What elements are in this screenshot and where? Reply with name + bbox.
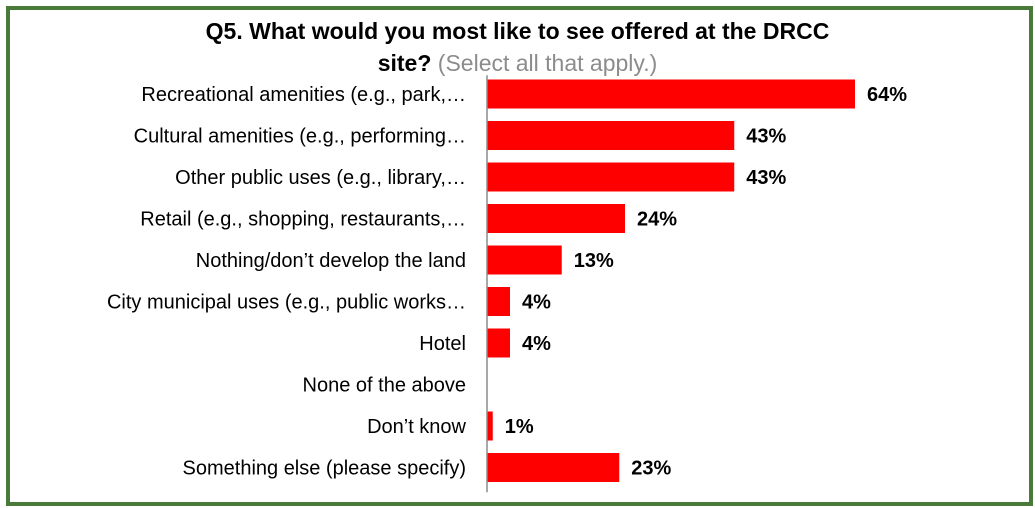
bar — [487, 121, 735, 150]
category-label: None of the above — [303, 375, 466, 397]
category-label: Recreational amenities (e.g., park,… — [141, 84, 466, 106]
chart-title: Q5. What would you most like to see offe… — [205, 18, 830, 44]
value-label: 43% — [746, 126, 786, 148]
chart-title-end: site? — [377, 50, 432, 76]
value-label: 1% — [505, 416, 534, 438]
bar — [487, 328, 510, 358]
bar — [487, 245, 562, 275]
value-label: 64% — [867, 84, 907, 106]
value-label: 23% — [631, 458, 671, 480]
category-label: Cultural amenities (e.g., performing… — [134, 126, 466, 148]
category-label: Something else (please specify) — [183, 458, 466, 480]
value-label: 4% — [522, 292, 551, 314]
category-label: Hotel — [419, 333, 466, 355]
value-label: 24% — [637, 209, 677, 231]
value-label: 4% — [522, 333, 551, 355]
bar — [487, 411, 493, 441]
category-label: Other public uses (e.g., library,… — [175, 167, 466, 189]
chart-title-line2: site? (Select all that apply.) — [0, 50, 1035, 77]
bar — [487, 204, 625, 233]
bar — [487, 287, 510, 316]
bars-group: Recreational amenities (e.g., park,… 64% C… — [107, 79, 907, 482]
bar — [487, 162, 735, 192]
value-label: 13% — [574, 250, 614, 272]
bar — [487, 453, 620, 482]
category-label: City municipal uses (e.g., public works… — [107, 292, 466, 314]
category-label: Nothing/don’t develop the land — [196, 250, 466, 272]
chart-subtitle: (Select all that apply.) — [437, 50, 658, 76]
value-label: 43% — [746, 167, 786, 189]
category-label: Don’t know — [367, 416, 466, 438]
bar — [487, 79, 855, 109]
category-label: Retail (e.g., shopping, restaurants,… — [140, 209, 466, 231]
